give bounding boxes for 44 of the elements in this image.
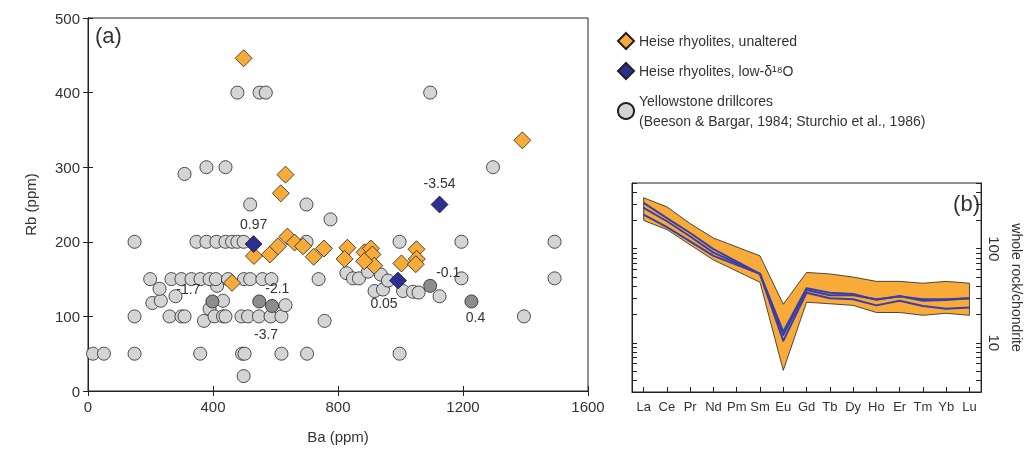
y-tick-label: 0	[71, 382, 80, 400]
x-tick-label: 1600	[571, 398, 605, 415]
x-tick-label: Tm	[913, 399, 933, 414]
annotation: 0.05	[370, 294, 398, 311]
x-tick-label: Yb	[938, 399, 955, 414]
annotation: -0.1	[436, 263, 461, 280]
x-tick-label: Dy	[845, 399, 862, 414]
y-tick-label: 300	[54, 158, 80, 176]
x-tick-label: Pm	[726, 399, 747, 414]
x-tick-label: Pr	[683, 399, 698, 414]
y-axis-title: Rb (ppm)	[22, 173, 39, 236]
x-tick-label: Er	[893, 399, 907, 414]
x-tick-label: La	[636, 399, 652, 414]
y-axis-title: whole rock/chondrite	[1009, 222, 1025, 352]
x-tick-label: Lu	[962, 399, 977, 414]
x-tick-label: Eu	[775, 399, 792, 414]
x-tick-label: Ho	[868, 399, 885, 414]
y-tick-label: 400	[54, 84, 80, 102]
x-tick-label: 800	[325, 398, 351, 415]
annotation: -3.7	[254, 325, 279, 342]
annotation: 0.97	[240, 216, 268, 233]
annotation: -1.7	[176, 281, 201, 298]
x-axis-title: Ba (ppm)	[307, 428, 369, 445]
x-tick-label: Tb	[822, 399, 838, 414]
x-tick-label: Ce	[658, 399, 676, 414]
x-tick-label: Nd	[705, 399, 722, 414]
y-tick-label: 500	[54, 9, 80, 27]
y-tick-label: 200	[54, 233, 80, 251]
x-tick-label: 0	[83, 398, 93, 415]
x-tick-label: 1200	[446, 398, 480, 415]
annotation: -3.54	[423, 174, 456, 191]
x-tick-label: Gd	[797, 399, 816, 414]
annotation: (a)	[95, 22, 122, 48]
x-tick-label: 400	[200, 398, 226, 415]
x-tick-label: Sm	[750, 399, 770, 414]
annotation: -2.1	[265, 280, 290, 297]
annotation: 0.4	[465, 309, 486, 326]
legend-label: Heise rhyolites, low-δ¹⁸O	[639, 63, 794, 79]
legend-label: Heise rhyolites, unaltered	[639, 33, 797, 49]
legend-label: Yellowstone drillcores (Beeson & Bargar, 1984; Sturchio et al., 1986)	[639, 93, 926, 129]
y-tick-label: 100	[986, 236, 1004, 262]
y-tick-label: 100	[54, 307, 80, 325]
y-tick-label: 10	[986, 334, 1004, 352]
annotation: (b)	[953, 190, 980, 216]
